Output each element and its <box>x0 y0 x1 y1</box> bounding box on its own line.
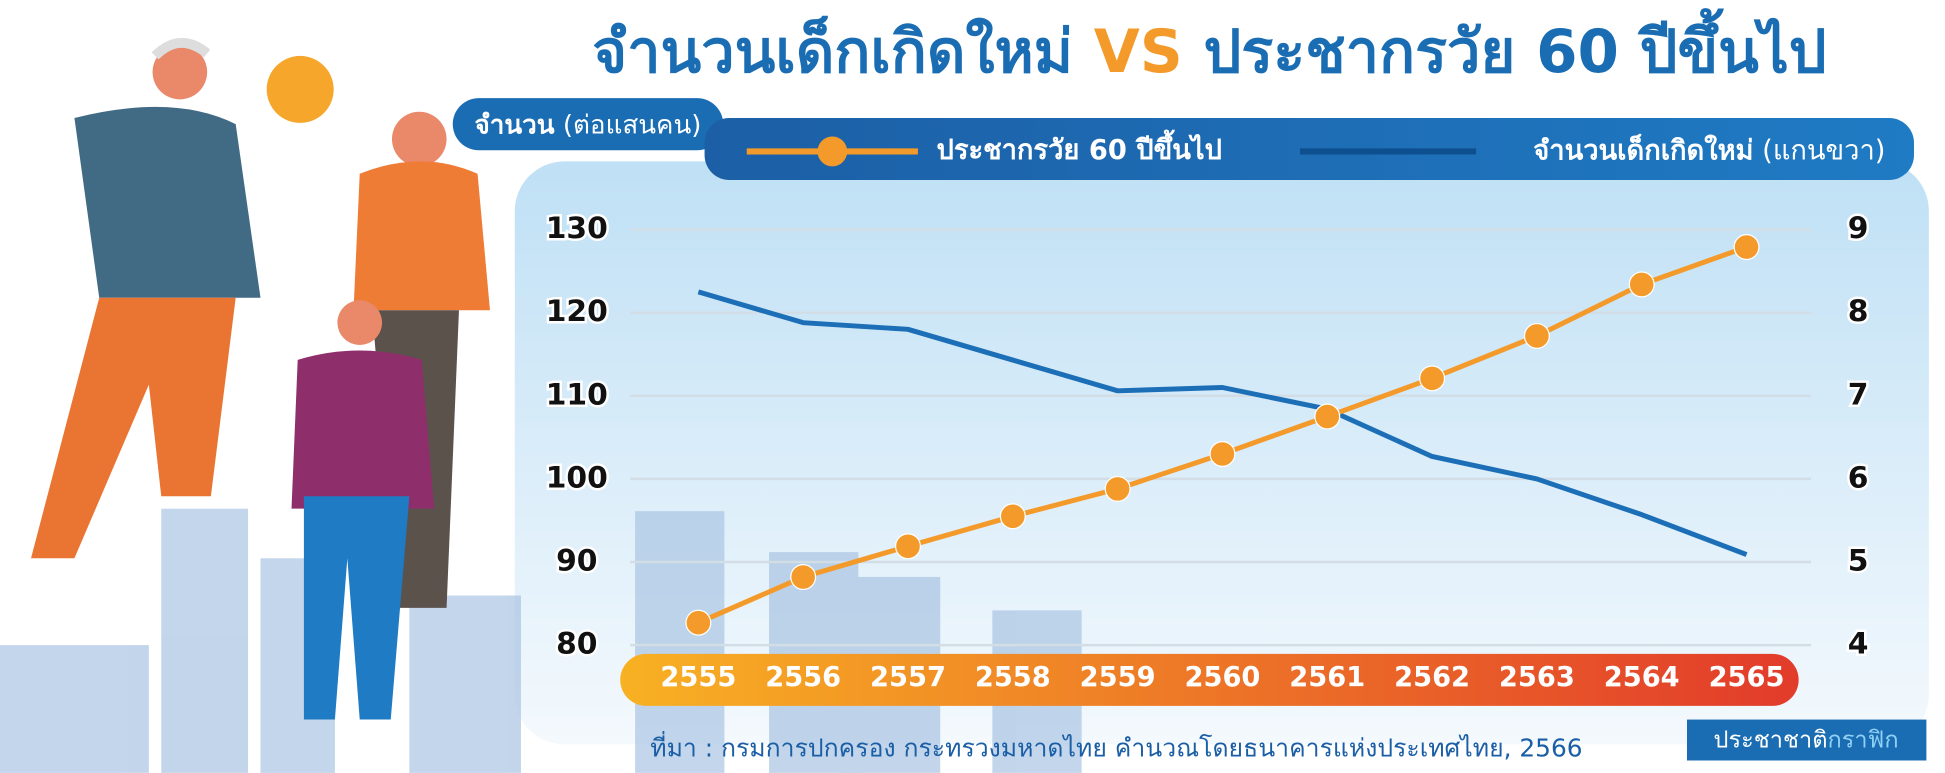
sun <box>266 55 334 123</box>
y-tick-label: 120 <box>546 294 608 329</box>
y-label-main: จำนวน <box>475 110 555 140</box>
y2-tick-label: 4 <box>1848 627 1869 662</box>
title-part: ประชากรวัย 60 ปีขึ้นไป <box>1203 8 1826 87</box>
series-point <box>1104 475 1131 502</box>
legend-label: ประชากรวัย 60 ปีขึ้นไป <box>937 129 1222 166</box>
x-tick-label: 2558 <box>975 662 1051 693</box>
y-tick-label: 100 <box>546 460 608 495</box>
y2-tick-label: 9 <box>1848 211 1869 246</box>
x-tick-label: 2562 <box>1394 662 1470 693</box>
y-tick-label: 80 <box>556 627 597 662</box>
series-point <box>1314 403 1341 430</box>
series-point <box>1419 365 1446 392</box>
y-tick-label: 130 <box>546 211 608 246</box>
y-label: จำนวน (ต่อแสนคน) <box>475 110 702 140</box>
brand-box <box>1686 719 1927 761</box>
series-point <box>1733 234 1760 261</box>
x-tick-label: 2565 <box>1709 662 1785 693</box>
x-tick-label: 2561 <box>1289 662 1365 693</box>
y-tick-label: 110 <box>546 377 608 412</box>
y-tick-label: 90 <box>556 544 597 579</box>
y2-tick-label: 5 <box>1848 544 1869 579</box>
series-point <box>1628 271 1655 298</box>
series-point <box>1523 322 1550 349</box>
brand-part: ประชาชาติ <box>1714 725 1828 753</box>
series-point <box>999 503 1026 530</box>
series-point <box>790 563 817 591</box>
x-tick-label: 2555 <box>660 662 736 693</box>
legend-label-name: จำนวนเด็กเกิดใหม่ <box>1533 132 1753 166</box>
series-point <box>894 533 922 560</box>
y2-tick-label: 7 <box>1848 377 1869 412</box>
series-point <box>1209 440 1236 468</box>
brand: ประชาชาติกราฟิก <box>1714 725 1899 753</box>
brand-part: กราฟิก <box>1828 725 1899 753</box>
x-tick-label: 2556 <box>765 662 841 693</box>
people-illustration <box>31 37 490 720</box>
x-tick-label: 2563 <box>1499 662 1575 693</box>
y2-tick-label: 6 <box>1848 460 1869 495</box>
series-line <box>697 289 1748 557</box>
source: ที่มา : กรมการปกครอง กระทรวงมหาดไทย คำนว… <box>650 730 1582 762</box>
legend-label: จำนวนเด็กเกิดใหม่ (แกนขวา) <box>1533 132 1885 166</box>
legend-swatch <box>817 136 848 167</box>
series-point <box>685 609 712 636</box>
x-tick-label: 2557 <box>870 662 946 693</box>
x-tick-label: 2560 <box>1185 662 1261 693</box>
title-part: จำนวนเด็กเกิดใหม่ <box>592 16 1073 87</box>
x-tick-label: 2559 <box>1080 662 1156 693</box>
y-label-unit: (ต่อแสนคน) <box>563 110 702 140</box>
y-label-box <box>452 98 724 151</box>
title-part: VS <box>1094 18 1183 87</box>
x-tick-label: 2564 <box>1604 662 1680 693</box>
buildings <box>0 508 1082 773</box>
year-band <box>620 653 1799 706</box>
legend-axis-note: (แกนขวา) <box>1762 135 1885 166</box>
chart-title: จำนวนเด็กเกิดใหม่ VS ประชากรวัย 60 ปีขึ้… <box>592 8 1826 87</box>
y2-tick-label: 8 <box>1848 294 1869 329</box>
